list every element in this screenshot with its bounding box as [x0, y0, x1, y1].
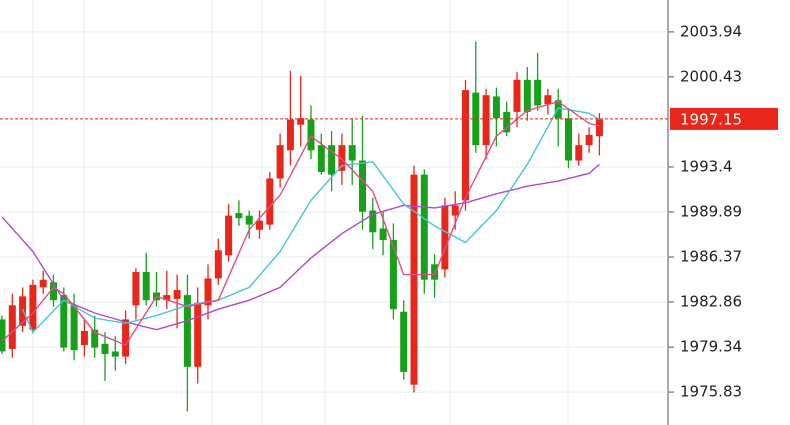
candle-body	[122, 319, 130, 357]
moving-average	[1, 163, 600, 331]
candle-body	[111, 351, 119, 357]
candle-body	[19, 296, 27, 326]
current-price-label: 1997.15	[680, 110, 742, 128]
y-tick-label: 1975.83	[680, 383, 742, 401]
candle-body	[369, 210, 377, 233]
candle-body	[101, 343, 109, 355]
candle-body	[544, 95, 552, 105]
candle-body	[266, 178, 274, 225]
candle-body	[163, 295, 171, 301]
moving-average	[1, 100, 600, 346]
candle-body	[317, 145, 325, 173]
candle-body	[451, 205, 459, 216]
y-tick-label: 2000.43	[680, 67, 742, 85]
candle-body	[8, 305, 16, 349]
candle-body	[338, 145, 346, 171]
candle-body	[565, 118, 572, 161]
candle-body	[245, 215, 253, 225]
current-price-box	[670, 107, 778, 130]
candle-body	[492, 96, 500, 119]
candle-body	[513, 79, 521, 112]
candle-body	[286, 119, 294, 151]
candle-body	[50, 282, 57, 301]
candle-body	[431, 264, 439, 280]
candle-body	[142, 272, 150, 301]
candle-body	[214, 250, 222, 279]
candle-body	[462, 90, 469, 201]
candle-body	[410, 174, 418, 385]
candle-body	[256, 220, 263, 230]
candle-body	[482, 95, 490, 146]
candle-body	[183, 295, 191, 367]
candle-body	[328, 145, 336, 175]
candle-body	[348, 145, 356, 161]
y-tick-label: 1979.34	[680, 338, 742, 356]
candle-body	[194, 302, 202, 367]
candle-body	[276, 145, 284, 179]
candle-body	[441, 205, 449, 270]
candle-body	[91, 329, 99, 348]
candle-body	[523, 79, 531, 112]
candle-body	[39, 279, 47, 288]
candle-body	[235, 213, 243, 219]
candle-body	[400, 311, 408, 372]
moving-average	[21, 107, 600, 334]
candle-body	[420, 174, 428, 280]
candle-body	[60, 295, 68, 348]
candle-body	[297, 118, 305, 125]
candle-body	[595, 119, 603, 137]
candle-body	[307, 119, 315, 151]
candle-body	[70, 305, 78, 351]
candle-body	[0, 319, 6, 352]
candle-body	[585, 134, 593, 146]
candle-body	[173, 289, 181, 299]
y-tick-label: 1986.37	[680, 248, 742, 266]
candle-body	[503, 111, 511, 133]
candle-body	[359, 160, 366, 212]
y-tick-label: 1982.86	[680, 292, 742, 310]
candle-body	[80, 330, 88, 346]
candle-body	[204, 278, 212, 306]
candle-body	[379, 228, 387, 240]
candle-body	[29, 284, 37, 330]
candle-body	[534, 79, 542, 106]
candle-body	[389, 239, 397, 310]
y-tick-label: 1989.89	[680, 202, 742, 220]
y-tick-label: 1993.4	[680, 157, 733, 175]
vertical-grid	[32, 0, 569, 425]
candle-body	[132, 272, 140, 306]
candle-body	[225, 215, 233, 256]
y-tick-label: 2003.94	[680, 22, 742, 40]
candle-body	[575, 145, 583, 161]
